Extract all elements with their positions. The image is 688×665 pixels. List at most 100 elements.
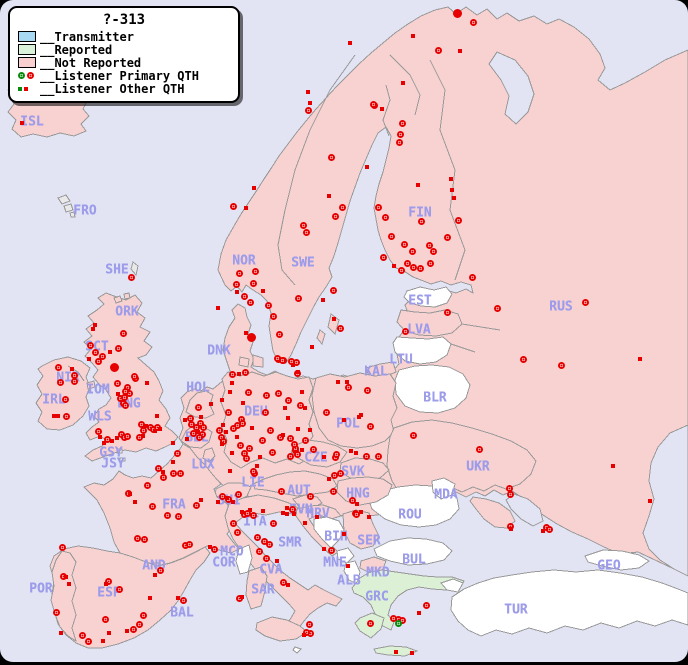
listener-primary-marker	[245, 389, 252, 396]
listener-primary-marker	[275, 390, 282, 397]
legend-box: ?-313 __Transmitter __Reported __Not Rep…	[8, 6, 240, 103]
listener-primary-marker	[455, 217, 462, 224]
listener-primary-marker	[149, 503, 156, 510]
listener-other-marker	[185, 437, 189, 441]
listener-primary-marker	[259, 437, 266, 444]
listener-primary-marker	[225, 409, 232, 416]
country-fro	[57, 194, 76, 218]
listener-primary-marker	[270, 520, 277, 527]
listener-other-marker	[125, 629, 129, 633]
country-label-grc: GRC	[365, 589, 389, 605]
legend-row-listener-other: __Listener Other QTH	[18, 82, 230, 96]
listener-other-marker	[196, 430, 200, 434]
listener-other-marker	[336, 380, 340, 384]
listener-primary-marker	[280, 579, 287, 586]
listener-primary-qth-icon	[18, 72, 40, 79]
listener-other-marker	[70, 367, 74, 371]
country-lux	[202, 447, 216, 463]
listener-other-marker	[59, 631, 63, 635]
listener-primary-marker	[287, 453, 294, 460]
listener-primary-marker	[250, 512, 257, 519]
country-label-lux: LUX	[191, 457, 215, 473]
listener-primary-marker	[186, 541, 193, 548]
listener-primary-marker	[306, 621, 313, 628]
listener-primary-marker	[396, 139, 403, 146]
listener-other-marker	[342, 418, 346, 422]
listener-other-marker	[261, 509, 265, 513]
country-por	[50, 550, 77, 643]
listener-primary-marker	[233, 281, 240, 288]
listener-primary-marker	[116, 586, 123, 593]
listener-other-marker	[91, 327, 95, 331]
country-label-lie: LIE	[241, 475, 265, 491]
listener-primary-marker	[302, 437, 309, 444]
listener-other-marker	[303, 406, 307, 410]
listener-primary-marker	[99, 353, 106, 360]
listener-primary-marker	[92, 349, 99, 356]
country-dnk-funen	[238, 356, 250, 368]
listener-other-marker	[64, 575, 68, 579]
country-svk	[339, 457, 390, 482]
listener-primary-marker	[263, 555, 270, 562]
listener-other-marker	[345, 380, 349, 384]
listener-primary-marker	[277, 434, 284, 441]
listener-other-marker	[292, 512, 296, 516]
listener-primary-marker	[230, 203, 237, 210]
listener-other-marker	[171, 441, 175, 445]
listener-other-marker	[199, 498, 203, 502]
country-tur-thrace	[440, 578, 464, 593]
country-label-hrv: HRV	[306, 506, 330, 522]
country-label-blr: BLR	[423, 390, 447, 406]
country-she	[130, 261, 139, 277]
country-label-ork: ORK	[115, 304, 139, 320]
country-label-mne: MNE	[323, 555, 347, 571]
listener-other-marker	[303, 521, 307, 525]
listener-primary-marker	[130, 626, 137, 633]
listener-primary-marker	[252, 268, 259, 275]
country-label-sar: SAR	[251, 582, 275, 598]
country-label-mkd: MKD	[366, 565, 390, 581]
listener-other-marker	[216, 306, 220, 310]
listener-primary-marker	[211, 546, 218, 553]
country-label-aut: AUT	[287, 483, 311, 499]
listener-other-marker	[225, 496, 229, 500]
listener-other-marker	[240, 595, 244, 599]
listener-other-marker	[108, 350, 112, 354]
legend-row-listener-primary: __Listener Primary QTH	[18, 69, 230, 83]
country-blr	[394, 364, 471, 414]
listener-primary-marker	[582, 299, 589, 306]
listener-primary-marker	[382, 214, 389, 221]
listener-other-marker	[93, 323, 97, 327]
listener-primary-marker	[426, 242, 433, 249]
listener-primary-marker	[297, 402, 304, 409]
listener-primary-marker	[430, 248, 437, 255]
listener-other-qth-icon	[18, 86, 40, 91]
listener-other-marker	[102, 441, 106, 445]
listener-other-marker	[302, 633, 306, 637]
listener-primary-marker	[469, 274, 476, 281]
listener-other-marker	[261, 289, 265, 293]
listener-other-marker	[255, 464, 259, 468]
country-label-lva: LVA	[407, 322, 431, 338]
country-label-cze: CZE	[304, 450, 328, 466]
listener-primary-marker	[155, 465, 162, 472]
listener-primary-marker	[247, 299, 254, 306]
listener-primary-marker	[375, 453, 382, 460]
listener-other-marker	[348, 41, 352, 45]
listener-other-marker	[416, 183, 420, 187]
listener-other-marker	[220, 442, 224, 446]
country-label-rus: RUS	[549, 299, 573, 315]
listener-other-marker	[153, 573, 157, 577]
listener-other-marker	[220, 398, 224, 402]
country-label-gsy: GSY	[99, 445, 123, 461]
country-bul	[373, 537, 453, 566]
listener-other-marker	[355, 502, 359, 506]
listener-primary-marker	[269, 449, 276, 456]
country-pol	[311, 372, 398, 449]
listener-other-marker	[283, 406, 287, 410]
listener-primary-marker	[122, 402, 129, 409]
listener-other-marker	[286, 416, 290, 420]
listener-primary-marker	[494, 305, 501, 312]
listener-other-marker	[230, 381, 234, 385]
